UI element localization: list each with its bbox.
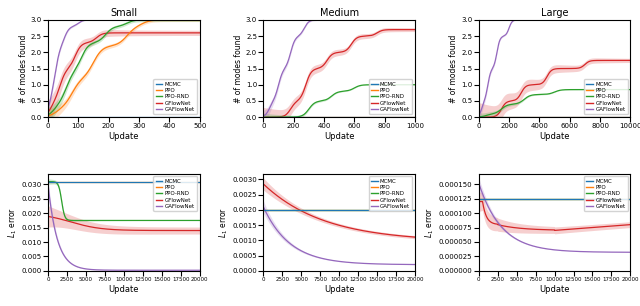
Y-axis label: # of modes found: # of modes found [234, 34, 243, 103]
Legend: MCMC, PPO, PPO-RND, GFlowNet, GAFlowNet: MCMC, PPO, PPO-RND, GFlowNet, GAFlowNet [584, 79, 628, 114]
X-axis label: Update: Update [109, 132, 139, 141]
Title: Medium: Medium [319, 8, 359, 18]
Legend: MCMC, PPO, PPO-RND, GFlowNet, GAFlowNet: MCMC, PPO, PPO-RND, GFlowNet, GAFlowNet [584, 176, 628, 211]
X-axis label: Update: Update [540, 285, 570, 294]
Y-axis label: $L_1$ error: $L_1$ error [424, 207, 436, 238]
Title: Large: Large [541, 8, 568, 18]
X-axis label: Update: Update [109, 285, 139, 294]
Legend: MCMC, PPO, PPO-RND, GFlowNet, GAFlowNet: MCMC, PPO, PPO-RND, GFlowNet, GAFlowNet [369, 79, 412, 114]
Legend: MCMC, PPO, PPO-RND, GFlowNet, GAFlowNet: MCMC, PPO, PPO-RND, GFlowNet, GAFlowNet [154, 176, 197, 211]
Legend: MCMC, PPO, PPO-RND, GFlowNet, GAFlowNet: MCMC, PPO, PPO-RND, GFlowNet, GAFlowNet [369, 176, 412, 211]
X-axis label: Update: Update [324, 132, 355, 141]
Y-axis label: $L_1$ error: $L_1$ error [217, 207, 230, 238]
Y-axis label: $L_1$ error: $L_1$ error [6, 207, 19, 238]
X-axis label: Update: Update [324, 285, 355, 294]
Y-axis label: # of modes found: # of modes found [19, 34, 28, 103]
Title: Small: Small [110, 8, 138, 18]
Y-axis label: # of modes found: # of modes found [449, 34, 458, 103]
X-axis label: Update: Update [540, 132, 570, 141]
Legend: MCMC, PPO, PPO-RND, GFlowNet, GAFlowNet: MCMC, PPO, PPO-RND, GFlowNet, GAFlowNet [154, 79, 197, 114]
